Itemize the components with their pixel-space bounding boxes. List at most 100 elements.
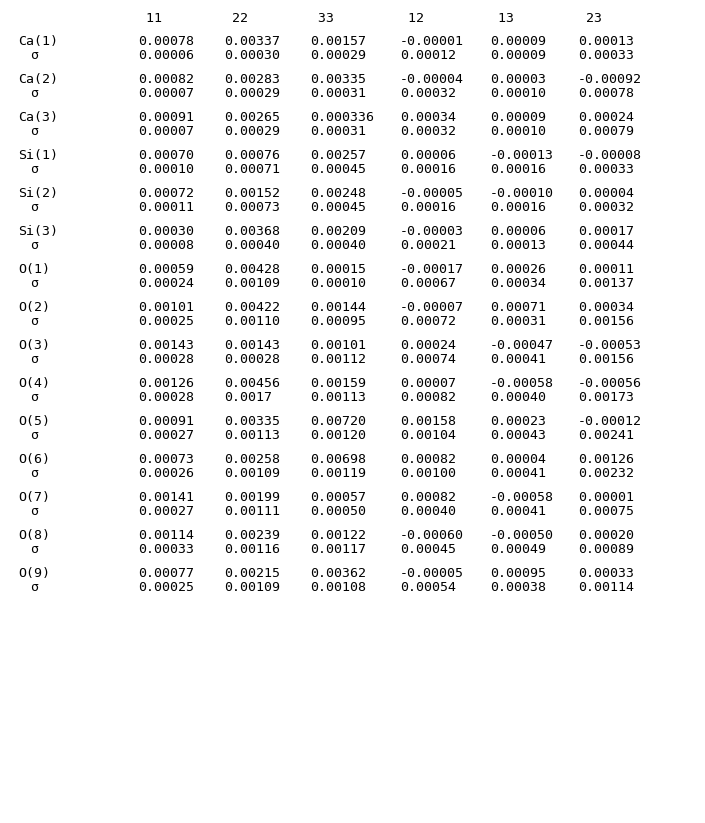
Text: σ: σ: [30, 353, 38, 366]
Text: 0.00073: 0.00073: [138, 453, 194, 466]
Text: σ: σ: [30, 201, 38, 214]
Text: 0.00074: 0.00074: [400, 353, 456, 366]
Text: -0.00047: -0.00047: [490, 339, 554, 352]
Text: σ: σ: [30, 277, 38, 290]
Text: 0.00031: 0.00031: [490, 315, 546, 328]
Text: 0.00337: 0.00337: [224, 35, 280, 48]
Text: 0.00029: 0.00029: [224, 125, 280, 138]
Text: 13: 13: [490, 12, 514, 25]
Text: 0.00023: 0.00023: [490, 415, 546, 428]
Text: 0.00016: 0.00016: [490, 201, 546, 214]
Text: σ: σ: [30, 125, 38, 138]
Text: O(9): O(9): [18, 567, 50, 580]
Text: 0.00043: 0.00043: [490, 429, 546, 442]
Text: 0.00209: 0.00209: [310, 225, 366, 238]
Text: 0.00045: 0.00045: [310, 201, 366, 214]
Text: 0.00241: 0.00241: [578, 429, 634, 442]
Text: 0.00050: 0.00050: [310, 505, 366, 518]
Text: 0.00024: 0.00024: [138, 277, 194, 290]
Text: 0.00082: 0.00082: [400, 453, 456, 466]
Text: 0.00110: 0.00110: [224, 315, 280, 328]
Text: 0.00010: 0.00010: [310, 277, 366, 290]
Text: -0.00010: -0.00010: [490, 187, 554, 200]
Text: 0.00109: 0.00109: [224, 581, 280, 594]
Text: 0.00016: 0.00016: [490, 163, 546, 176]
Text: 0.00101: 0.00101: [310, 339, 366, 352]
Text: 0.00004: 0.00004: [490, 453, 546, 466]
Text: 0.00031: 0.00031: [310, 125, 366, 138]
Text: 0.00113: 0.00113: [224, 429, 280, 442]
Text: 0.00120: 0.00120: [310, 429, 366, 442]
Text: 0.00040: 0.00040: [490, 391, 546, 404]
Text: 0.00007: 0.00007: [400, 377, 456, 390]
Text: 0.00283: 0.00283: [224, 73, 280, 86]
Text: 0.00041: 0.00041: [490, 353, 546, 366]
Text: 0.00034: 0.00034: [490, 277, 546, 290]
Text: 0.00335: 0.00335: [224, 415, 280, 428]
Text: 0.00091: 0.00091: [138, 111, 194, 124]
Text: 0.00028: 0.00028: [138, 391, 194, 404]
Text: 0.00027: 0.00027: [138, 429, 194, 442]
Text: 0.00034: 0.00034: [400, 111, 456, 124]
Text: 0.00026: 0.00026: [138, 467, 194, 480]
Text: 0.0017: 0.0017: [224, 391, 272, 404]
Text: 22: 22: [224, 12, 248, 25]
Text: -0.00017: -0.00017: [400, 263, 464, 276]
Text: 0.00076: 0.00076: [224, 149, 280, 162]
Text: 0.00030: 0.00030: [224, 49, 280, 62]
Text: -0.00005: -0.00005: [400, 187, 464, 200]
Text: 0.00010: 0.00010: [490, 87, 546, 100]
Text: σ: σ: [30, 429, 38, 442]
Text: 0.00265: 0.00265: [224, 111, 280, 124]
Text: 0.00007: 0.00007: [138, 125, 194, 138]
Text: 0.00024: 0.00024: [400, 339, 456, 352]
Text: 0.00015: 0.00015: [310, 263, 366, 276]
Text: 0.00100: 0.00100: [400, 467, 456, 480]
Text: -0.00056: -0.00056: [578, 377, 642, 390]
Text: 0.00013: 0.00013: [578, 35, 634, 48]
Text: 0.00456: 0.00456: [224, 377, 280, 390]
Text: 0.00054: 0.00054: [400, 581, 456, 594]
Text: 11: 11: [138, 12, 162, 25]
Text: 0.00422: 0.00422: [224, 301, 280, 314]
Text: 0.00040: 0.00040: [224, 239, 280, 252]
Text: 0.00258: 0.00258: [224, 453, 280, 466]
Text: 0.00032: 0.00032: [400, 87, 456, 100]
Text: 0.00116: 0.00116: [224, 543, 280, 556]
Text: O(4): O(4): [18, 377, 50, 390]
Text: 0.00109: 0.00109: [224, 277, 280, 290]
Text: -0.00005: -0.00005: [400, 567, 464, 580]
Text: Ca(1): Ca(1): [18, 35, 58, 48]
Text: 0.00071: 0.00071: [490, 301, 546, 314]
Text: 0.00025: 0.00025: [138, 315, 194, 328]
Text: 0.00011: 0.00011: [138, 201, 194, 214]
Text: 0.00072: 0.00072: [138, 187, 194, 200]
Text: 0.00112: 0.00112: [310, 353, 366, 366]
Text: 0.00016: 0.00016: [400, 163, 456, 176]
Text: O(8): O(8): [18, 529, 50, 542]
Text: 0.00109: 0.00109: [224, 467, 280, 480]
Text: 0.00095: 0.00095: [310, 315, 366, 328]
Text: σ: σ: [30, 581, 38, 594]
Text: 33: 33: [310, 12, 334, 25]
Text: Ca(2): Ca(2): [18, 73, 58, 86]
Text: 0.00029: 0.00029: [310, 49, 366, 62]
Text: 23: 23: [578, 12, 602, 25]
Text: 0.00041: 0.00041: [490, 505, 546, 518]
Text: 0.00077: 0.00077: [138, 567, 194, 580]
Text: 0.00143: 0.00143: [138, 339, 194, 352]
Text: 0.00029: 0.00029: [224, 87, 280, 100]
Text: 0.00045: 0.00045: [400, 543, 456, 556]
Text: 0.00257: 0.00257: [310, 149, 366, 162]
Text: 0.00082: 0.00082: [138, 73, 194, 86]
Text: 0.00033: 0.00033: [578, 163, 634, 176]
Text: 0.00011: 0.00011: [578, 263, 634, 276]
Text: -0.00007: -0.00007: [400, 301, 464, 314]
Text: σ: σ: [30, 163, 38, 176]
Text: 0.00057: 0.00057: [310, 491, 366, 504]
Text: 0.00122: 0.00122: [310, 529, 366, 542]
Text: 0.00215: 0.00215: [224, 567, 280, 580]
Text: 12: 12: [400, 12, 424, 25]
Text: 0.00012: 0.00012: [400, 49, 456, 62]
Text: σ: σ: [30, 87, 38, 100]
